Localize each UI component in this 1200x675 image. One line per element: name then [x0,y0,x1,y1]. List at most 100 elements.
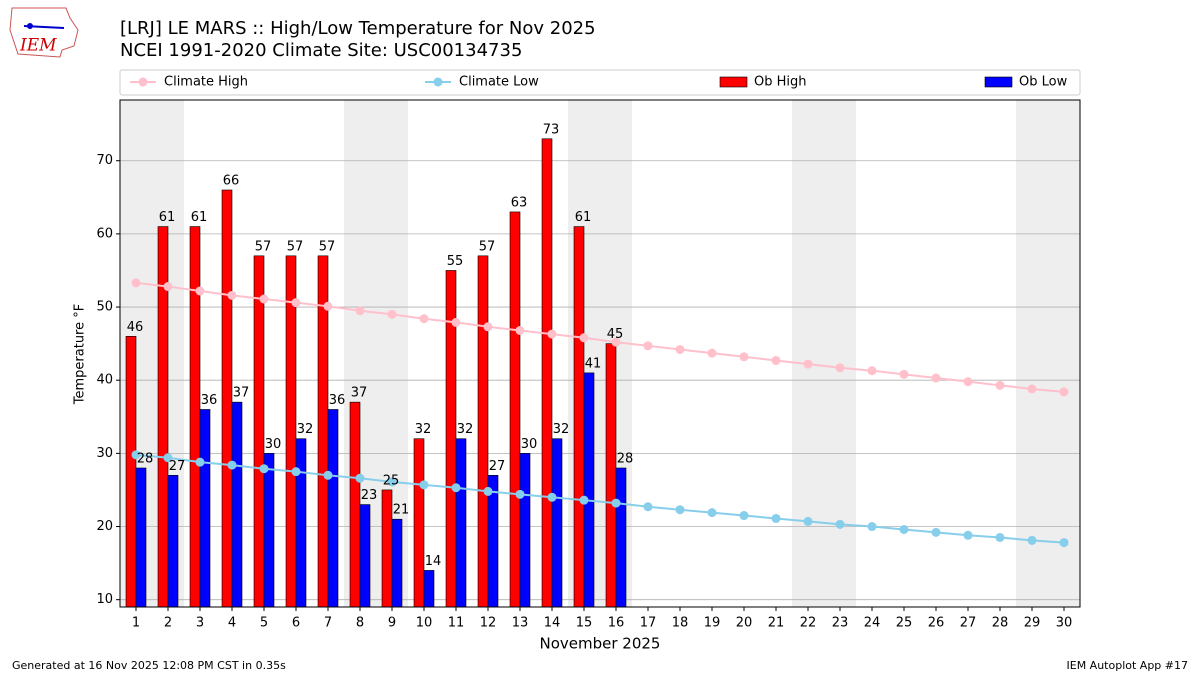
data-label: 28 [137,451,154,466]
bar [285,255,297,608]
logo-text: IEM [19,36,57,56]
line-marker [195,286,205,296]
bar [295,438,307,608]
y-tick-label: 20 [96,519,113,534]
chart-title: [LRJ] LE MARS :: High/Low Temperature fo… [120,18,596,39]
data-label: 30 [521,437,538,452]
line-marker [419,480,429,490]
y-tick-label: 70 [96,153,113,168]
line-marker [483,486,493,496]
line-marker [675,505,685,515]
data-label: 37 [351,386,368,401]
x-tick-label: 8 [356,616,364,631]
data-label: 32 [553,422,570,437]
bar [605,343,617,608]
data-label: 23 [361,488,378,503]
shaded-day [1048,100,1080,607]
x-tick-label: 9 [388,616,396,631]
data-label: 61 [159,210,176,225]
bar [253,255,265,608]
data-label: 66 [223,173,240,188]
data-label: 45 [607,327,624,342]
data-label: 32 [457,422,474,437]
bar [221,189,233,608]
x-tick-label: 16 [608,616,625,631]
legend-marker [433,77,443,87]
line-marker [387,309,397,319]
bar [263,453,275,608]
bar [231,401,243,608]
data-label: 36 [329,393,346,408]
line-marker [931,373,941,383]
line-marker [931,527,941,537]
line-marker [195,457,205,467]
line-marker [131,450,141,460]
line-marker [579,333,589,343]
logo: IEM [9,7,79,58]
x-tick-label: 19 [704,616,721,631]
line-marker [291,467,301,477]
bar [135,467,147,608]
line-marker [1059,538,1069,548]
line-marker [323,470,333,480]
x-tick-label: 30 [1056,616,1073,631]
legend-swatch [719,76,748,88]
data-label: 57 [287,239,304,254]
x-tick-label: 2 [164,616,172,631]
line-marker [1027,535,1037,545]
line-marker [771,513,781,523]
legend-label: Ob High [754,75,807,90]
data-label: 27 [169,459,186,474]
footer-right: IEM Autoplot App #17 [1067,659,1189,672]
data-label: 30 [265,437,282,452]
line-marker [867,522,877,532]
bar [359,504,371,608]
legend-marker [138,77,148,87]
bar [199,409,211,608]
bar [167,475,179,608]
line-marker [483,322,493,332]
data-label: 61 [575,210,592,225]
line-marker [643,341,653,351]
data-label: 36 [201,393,218,408]
line [135,453,1065,544]
line-marker [963,530,973,540]
line-marker [899,369,909,379]
line-marker [419,314,429,324]
bar [541,138,553,608]
data-label: 63 [511,195,528,210]
line-marker [355,473,365,483]
bar [573,226,585,608]
legend-label: Climate High [164,75,248,90]
bar [509,211,521,608]
data-label: 32 [415,422,432,437]
x-tick-label: 13 [512,616,529,631]
line-marker [451,317,461,327]
line-marker [995,532,1005,542]
data-label: 46 [127,320,144,335]
legend-label: Climate Low [459,75,539,90]
bar [125,336,137,608]
line-marker [611,498,621,508]
x-tick-label: 12 [480,616,497,631]
line-marker [547,492,557,502]
plot-frame [119,99,1081,608]
bar [477,255,489,608]
x-tick-label: 4 [228,616,236,631]
legend [119,69,1081,96]
line-marker [771,355,781,365]
data-label: 27 [489,459,506,474]
line-marker [259,294,269,304]
x-axis-label: November 2025 [540,635,661,653]
line-marker [1027,384,1037,394]
x-tick-label: 17 [640,616,657,631]
bar [423,570,435,608]
data-label: 32 [297,422,314,437]
y-tick-label: 50 [96,300,113,315]
x-tick-label: 15 [576,616,593,631]
line-marker [867,366,877,376]
line-marker [451,483,461,493]
data-label: 25 [383,473,400,488]
line-marker [163,453,173,463]
